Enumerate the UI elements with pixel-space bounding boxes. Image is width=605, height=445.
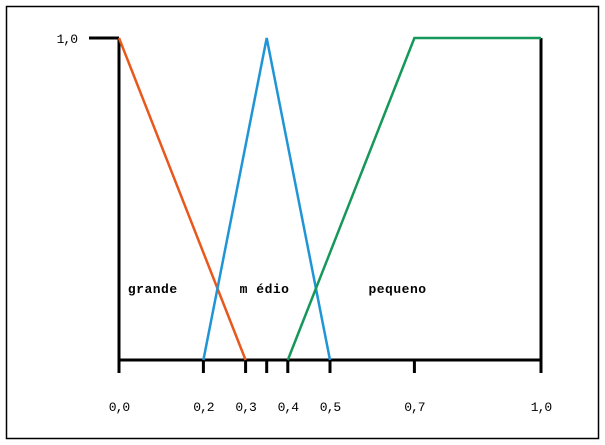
x-tick-label: 0,5 (320, 400, 341, 415)
series-line-pequeno (286, 36, 541, 361)
axes (89, 36, 543, 373)
x-tick-label: 0,0 (109, 400, 130, 415)
x-tick-label: 0,4 (278, 400, 300, 415)
region-label: m édio (240, 282, 290, 297)
region-label: grande (128, 282, 178, 297)
x-tick-label: 0,2 (193, 400, 214, 415)
x-tick-label: 1,0 (531, 400, 552, 415)
x-tick-label: 0,7 (404, 400, 425, 415)
y-tick-label: 1,0 (57, 32, 78, 47)
series-line-grande (117, 37, 247, 361)
x-tick-label: 0,3 (235, 400, 256, 415)
series-lines (117, 36, 541, 361)
series-line-mdio (202, 37, 332, 361)
region-label: pequeno (368, 282, 426, 297)
labels: 0,0 0,2 0,3 0,4 0,5 0,7 1,0 1,0 grande m édio pequ… (57, 32, 553, 415)
